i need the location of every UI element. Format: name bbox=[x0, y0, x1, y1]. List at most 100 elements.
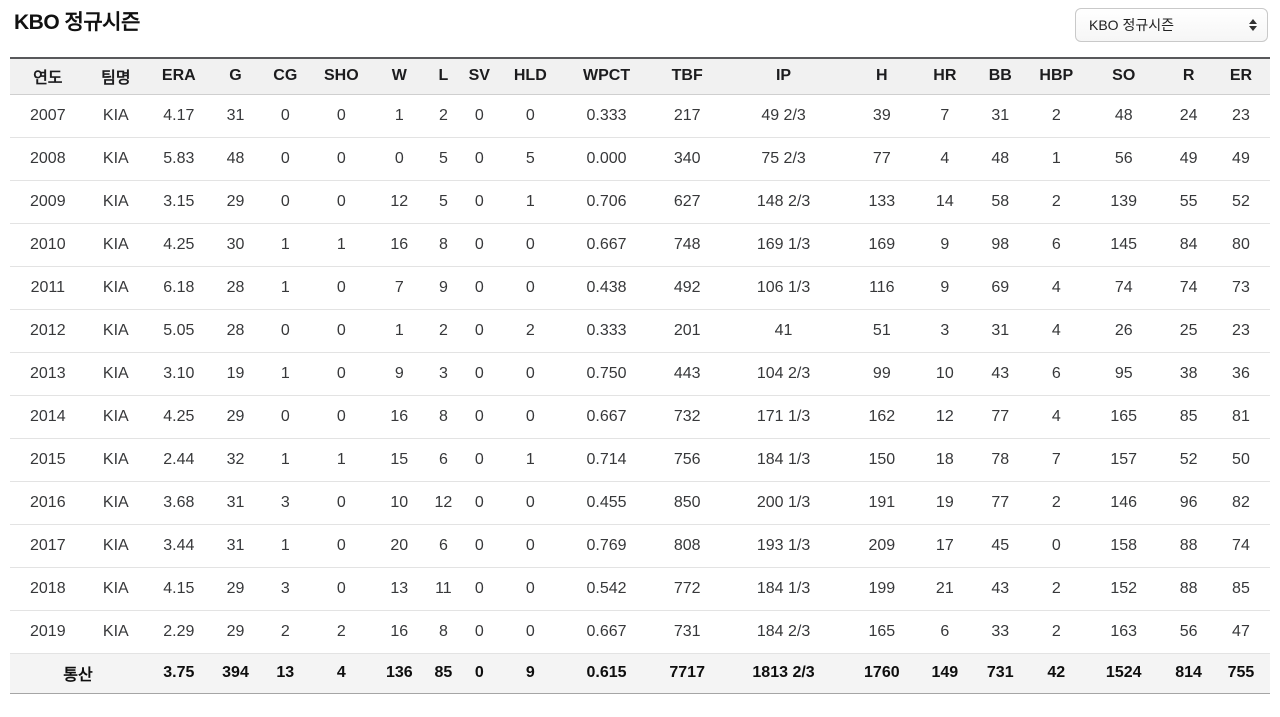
cell: 0 bbox=[474, 407, 484, 425]
cell: 1 bbox=[280, 364, 290, 382]
cell: 191 bbox=[868, 493, 896, 511]
cell: 81 bbox=[1232, 407, 1250, 425]
cell: 0.714 bbox=[586, 450, 627, 468]
cell: 48 bbox=[1114, 106, 1133, 124]
cell: 0.542 bbox=[586, 579, 627, 597]
total-cell: 7717 bbox=[669, 664, 705, 681]
cell: 7 bbox=[940, 106, 950, 124]
cell: 162 bbox=[868, 407, 896, 425]
cell: 47 bbox=[1232, 622, 1250, 640]
cell: 3.10 bbox=[163, 364, 195, 382]
total-cell: 1813 2/3 bbox=[752, 664, 815, 681]
cell: 6 bbox=[1051, 235, 1061, 253]
cell: KIA bbox=[102, 321, 129, 339]
cell: 9 bbox=[394, 364, 404, 382]
cell: 19 bbox=[226, 364, 245, 382]
cell: 133 bbox=[868, 192, 896, 210]
cell: 165 bbox=[1110, 407, 1138, 425]
cell: 2 bbox=[1051, 579, 1061, 597]
column-header-SHO: SHO bbox=[324, 67, 359, 85]
cell: 16 bbox=[390, 407, 409, 425]
cell: 0.438 bbox=[586, 278, 627, 296]
cell: 5.05 bbox=[163, 321, 195, 339]
cell: 18 bbox=[935, 450, 954, 468]
cell: 7 bbox=[394, 278, 404, 296]
cell: KIA bbox=[102, 622, 129, 640]
cell: 5.83 bbox=[163, 149, 195, 167]
cell: 627 bbox=[673, 192, 701, 210]
cell: 2016 bbox=[30, 493, 66, 511]
table-row: 2017 KIA 3.44 31 1 0 20 6 0 0 0.769 808 193 1/3 209 17… bbox=[10, 524, 1270, 567]
table-row: 2007 KIA 4.17 31 0 0 1 2 0 0 0.333 217 49 2/3 39 7 31 2 4… bbox=[10, 94, 1270, 137]
season-select[interactable]: KBO 정규시즌 bbox=[1075, 8, 1268, 42]
cell: 209 bbox=[868, 536, 896, 554]
cell: 13 bbox=[390, 579, 409, 597]
cell: 0 bbox=[280, 321, 290, 339]
column-header-L: L bbox=[438, 67, 449, 85]
total-cell: 1524 bbox=[1105, 664, 1142, 681]
cell: 6 bbox=[940, 622, 950, 640]
cell: 0 bbox=[525, 235, 535, 253]
cell: 84 bbox=[1179, 235, 1198, 253]
total-cell: 13 bbox=[276, 664, 295, 681]
cell: 33 bbox=[991, 622, 1010, 640]
cell: 0 bbox=[474, 536, 484, 554]
cell: 731 bbox=[673, 622, 701, 640]
cell: 6 bbox=[438, 536, 448, 554]
cell: 5 bbox=[525, 149, 535, 167]
cell: 1 bbox=[280, 278, 290, 296]
cell: 4.17 bbox=[163, 106, 195, 124]
cell: 1 bbox=[280, 536, 290, 554]
cell: 2008 bbox=[30, 149, 66, 167]
cell: 165 bbox=[868, 622, 896, 640]
cell: 0.667 bbox=[586, 407, 627, 425]
cell: 2.29 bbox=[163, 622, 195, 640]
cell: 7 bbox=[1051, 450, 1061, 468]
column-header-BB: BB bbox=[988, 67, 1012, 85]
cell: 169 bbox=[868, 235, 896, 253]
cell: 148 2/3 bbox=[756, 192, 811, 210]
cell: 32 bbox=[226, 450, 245, 468]
cell: 756 bbox=[673, 450, 701, 468]
cell: 169 1/3 bbox=[756, 235, 811, 253]
cell: KIA bbox=[102, 235, 129, 253]
cell: 0 bbox=[336, 149, 346, 167]
cell: 0.667 bbox=[586, 235, 627, 253]
cell: 2015 bbox=[30, 450, 66, 468]
cell: 3.15 bbox=[163, 192, 195, 210]
cell: 2010 bbox=[30, 235, 66, 253]
cell: 20 bbox=[390, 536, 409, 554]
cell: 0 bbox=[280, 106, 290, 124]
cell: 0 bbox=[336, 192, 346, 210]
cell: 38 bbox=[1179, 364, 1198, 382]
cell: 1 bbox=[336, 235, 346, 253]
cell: 5 bbox=[438, 149, 448, 167]
cell: 0.333 bbox=[586, 106, 627, 124]
cell: 56 bbox=[1114, 149, 1133, 167]
cell: 99 bbox=[872, 364, 891, 382]
cell: 163 bbox=[1110, 622, 1138, 640]
cell: 88 bbox=[1179, 536, 1198, 554]
column-header-HBP: HBP bbox=[1039, 67, 1074, 85]
cell: 73 bbox=[1232, 278, 1250, 296]
cell: 77 bbox=[872, 149, 891, 167]
cell: 145 bbox=[1110, 235, 1138, 253]
cell: 2011 bbox=[30, 278, 65, 296]
cell: 2 bbox=[525, 321, 535, 339]
cell: 2017 bbox=[30, 536, 66, 554]
cell: 1 bbox=[336, 450, 346, 468]
cell: 25 bbox=[1179, 321, 1198, 339]
cell: KIA bbox=[102, 149, 129, 167]
cell: 41 bbox=[774, 321, 793, 339]
total-cell: 0.615 bbox=[586, 664, 627, 681]
cell: 9 bbox=[438, 278, 448, 296]
cell: 0.000 bbox=[586, 149, 627, 167]
cell: 0.750 bbox=[586, 364, 627, 382]
cell: 808 bbox=[673, 536, 701, 554]
cell: 12 bbox=[390, 192, 409, 210]
total-cell: 1760 bbox=[864, 664, 900, 681]
column-header-연도: 연도 bbox=[33, 70, 63, 88]
cell: 0 bbox=[280, 407, 290, 425]
cell: 2009 bbox=[30, 192, 66, 210]
table-row: 2019 KIA 2.29 29 2 2 16 8 0 0 0.667 731 184 2/3 165 6 3… bbox=[10, 610, 1270, 653]
